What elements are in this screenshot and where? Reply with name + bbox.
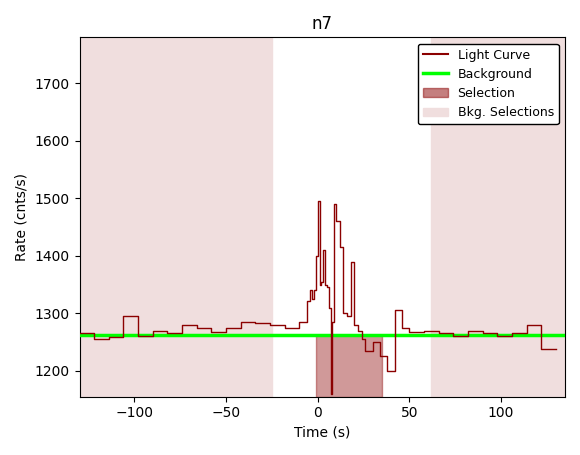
X-axis label: Time (s): Time (s) [294, 426, 350, 440]
Bar [432, 37, 565, 397]
Title: n7: n7 [312, 15, 333, 33]
Y-axis label: Rate (cnts/s): Rate (cnts/s) [15, 173, 29, 261]
Bar [79, 37, 272, 397]
Legend: Light Curve, Background, Selection, Bkg. Selections: Light Curve, Background, Selection, Bkg.… [418, 44, 559, 124]
Bar [316, 335, 382, 397]
